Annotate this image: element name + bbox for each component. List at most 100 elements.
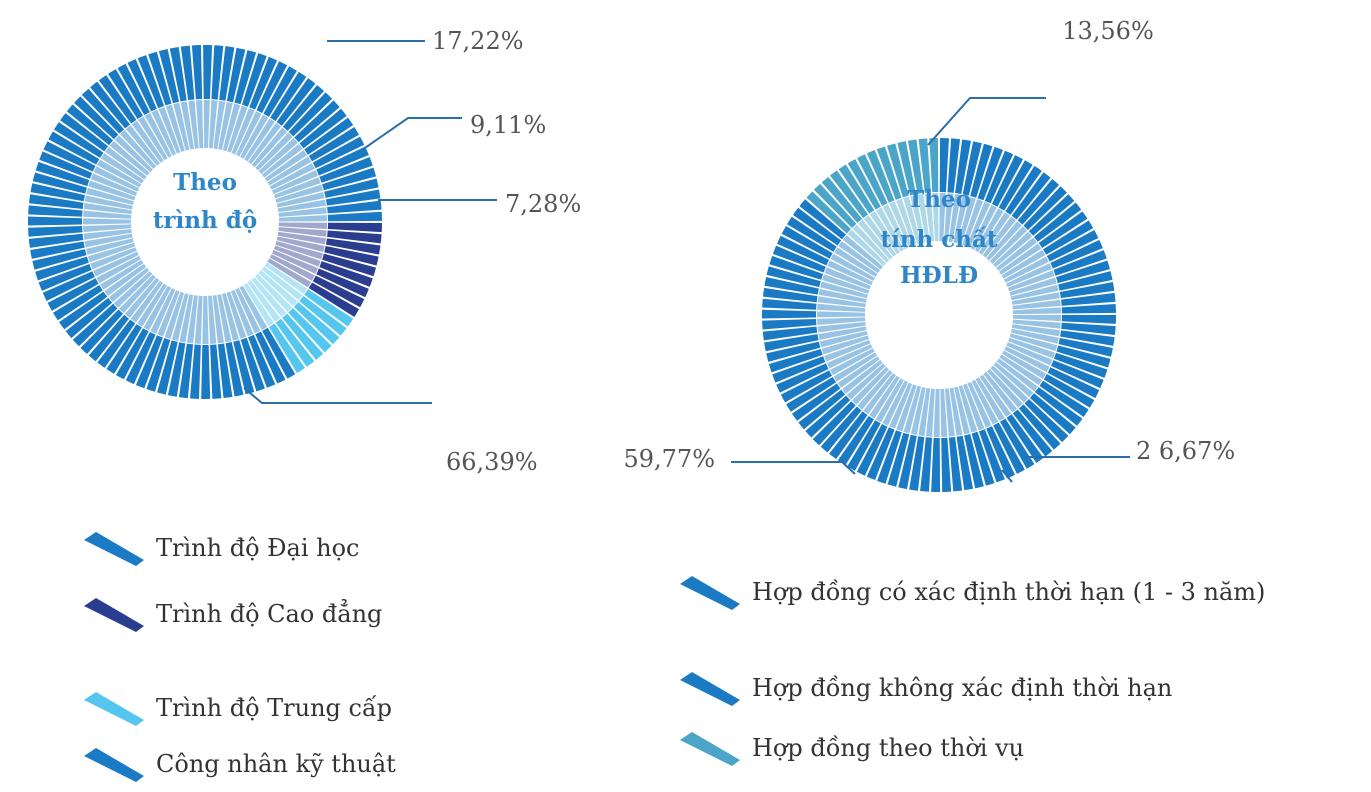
slice-outer-segment	[876, 146, 902, 200]
slice-inner-segment	[217, 294, 232, 343]
slice-inner-segment	[1011, 324, 1061, 337]
slice-outer-segment	[262, 327, 296, 379]
slice-outer-segment	[1046, 230, 1099, 262]
slice-outer-segment	[74, 96, 119, 140]
slice-inner-segment	[979, 374, 1012, 417]
slice-inner-segment	[966, 201, 991, 248]
slice-outer-segment	[327, 200, 382, 214]
slice-inner-segment	[939, 193, 946, 242]
slice-outer-segment	[35, 161, 90, 187]
slice-inner-segment	[275, 184, 323, 203]
slice-outer-segment	[191, 45, 203, 100]
slice-inner-segment	[195, 100, 204, 149]
slice-inner-segment	[278, 222, 327, 229]
slice-outer-segment	[312, 275, 365, 308]
slice-outer-segment	[768, 349, 823, 373]
slice-inner-segment	[983, 371, 1018, 413]
data-label-3: 13,56%	[927, 17, 1154, 146]
slice-inner-segment	[255, 132, 293, 171]
slice-inner-segment	[940, 388, 948, 437]
slice-inner-segment	[180, 101, 194, 150]
slice-inner-segment	[114, 135, 153, 173]
slice-1	[837, 138, 1116, 492]
slice-outer-segment	[137, 55, 165, 109]
slice-outer-segment	[787, 216, 837, 252]
slice-inner-segment	[108, 267, 150, 303]
slice-outer-segment	[180, 45, 195, 101]
slice-inner-segment	[846, 363, 886, 400]
slice-outer-segment	[39, 151, 93, 179]
slice-inner-segment	[857, 370, 893, 410]
slice-inner-segment	[235, 111, 262, 157]
data-label-4: 66,39%	[243, 387, 538, 476]
slice-outer-segment	[798, 389, 846, 430]
slice-inner-segment	[993, 231, 1033, 268]
slice-outer-segment	[47, 278, 99, 311]
slice-outer-segment	[812, 401, 856, 446]
slice-outer-segment	[28, 233, 84, 248]
slice-outer-segment	[324, 246, 379, 266]
slice-inner-segment	[269, 163, 315, 190]
slice-outer-segment	[1050, 239, 1103, 269]
slice-inner-segment	[817, 296, 866, 308]
slice-outer-segment	[1028, 194, 1075, 236]
slice-inner-segment	[1002, 350, 1047, 379]
slice-outer-segment	[1012, 409, 1053, 457]
slice-inner-segment	[273, 245, 321, 267]
slice-outer-segment	[304, 117, 354, 155]
slice-outer-segment	[1051, 360, 1104, 389]
slice-outer-segment	[781, 226, 833, 259]
center-label-line: Theo	[907, 186, 971, 213]
data-label-text: 9,11%	[470, 111, 546, 139]
slice-outer-segment	[32, 172, 87, 194]
slice-inner-segment	[974, 208, 1004, 253]
slice-outer-segment	[157, 340, 178, 395]
slice-outer-segment	[322, 253, 377, 277]
slice-outer-segment	[319, 261, 373, 287]
slice-outer-segment	[1039, 380, 1089, 417]
slice-inner-segment	[896, 384, 917, 432]
center-label-line: HĐLĐ	[900, 262, 978, 289]
slice-inner-segment	[918, 387, 931, 437]
slice-outer-segment	[249, 56, 278, 110]
slice-outer-segment	[255, 331, 286, 384]
slice-inner-segment	[822, 274, 870, 294]
slice-inner-segment	[1009, 277, 1057, 296]
slice-outer-segment	[780, 370, 833, 403]
data-label-3: 7,28%	[378, 190, 581, 218]
slice-outer-segment	[1053, 250, 1107, 276]
slice-outer-segment	[72, 303, 118, 347]
slice-outer-segment	[1053, 352, 1108, 378]
slice-1	[240, 66, 382, 222]
slice-inner-segment	[97, 159, 142, 188]
data-label-text: 2 6,67%	[1136, 437, 1235, 465]
slice-inner-segment	[917, 193, 930, 243]
slice-inner-segment	[821, 335, 869, 355]
slice-outer-segment	[316, 268, 369, 298]
slice-inner-segment	[1012, 307, 1061, 315]
slice-inner-segment	[278, 227, 327, 237]
slice-inner-segment	[818, 326, 867, 340]
slice-inner-segment	[876, 207, 904, 252]
legend-label: Công nhân kỹ thuật	[156, 750, 396, 778]
leader-line	[361, 117, 462, 151]
slice-outer-segment	[59, 291, 108, 330]
slice-inner-segment	[269, 254, 315, 281]
slice-outer-segment	[217, 343, 233, 399]
slice-inner-segment	[276, 236, 325, 252]
slice-outer-segment	[294, 100, 340, 143]
slice-outer-segment	[791, 383, 841, 421]
slice-inner-segment	[851, 366, 889, 405]
slice-outer-segment	[866, 150, 895, 203]
data-label-text: 17,22%	[432, 27, 524, 55]
slice-outer-segment	[167, 342, 186, 397]
slice-outer-segment	[240, 337, 265, 392]
slice-outer-segment	[1058, 271, 1113, 291]
slice-inner-segment	[239, 285, 268, 330]
slice-inner-segment	[273, 177, 321, 199]
slice-outer-segment	[799, 199, 846, 240]
slice-inner-segment	[227, 105, 248, 153]
slice-inner-segment	[251, 127, 288, 168]
slice-outer-segment	[837, 415, 874, 466]
slice-outer-segment	[30, 183, 85, 202]
